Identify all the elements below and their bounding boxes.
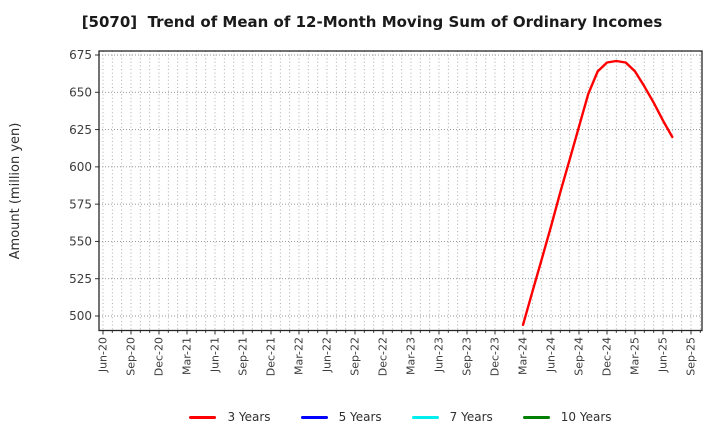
x-tick-label: Mar-24 [517,337,530,375]
x-tick-label: Dec-24 [601,337,614,376]
x-tick-label: Jun-21 [209,337,222,373]
x-tick-label: Dec-21 [265,337,278,376]
x-tick-label: Mar-23 [405,337,418,375]
y-tick-label: 625 [69,123,92,137]
legend-line-swatch-5-years [300,415,328,419]
x-tick-label: Sep-24 [573,337,586,376]
y-tick-label: 550 [69,235,92,249]
legend-item-7-years: 7 Years [411,410,493,424]
x-tick-label: Mar-22 [293,337,306,375]
legend-item-3-years: 3 Years [189,410,271,424]
x-tick-label: Mar-21 [181,337,194,375]
x-tick-label: Jun-24 [545,337,558,373]
x-tick-label: Dec-20 [153,337,166,376]
y-tick-label: 675 [69,48,92,62]
x-tick-label: Jun-25 [657,337,670,373]
x-tick-label: Sep-20 [125,337,138,376]
x-tick-label: Sep-22 [349,337,362,376]
chart-legend: 3 Years 5 Years 7 Years 10 Years [99,407,702,427]
y-tick-label: 525 [69,272,92,286]
legend-label-10-years: 10 Years [560,410,612,424]
x-tick-label: Sep-21 [237,337,250,376]
x-tick-label: Sep-23 [461,337,474,376]
legend-line-swatch-7-years [411,415,439,419]
x-tick-label: Jun-23 [433,337,446,373]
x-tick-label: Sep-25 [685,337,698,376]
x-tick-label: Dec-22 [377,337,390,376]
legend-item-5-years: 5 Years [300,410,382,424]
axis-labels: 500 525 550 575 600 625 650 675 Jun-20 Sep-20 Dec-… [8,48,698,376]
legend-label-7-years: 7 Years [449,410,493,424]
series-lines [521,59,674,327]
line-chart: 500 525 550 575 600 625 650 675 Jun-20 Sep-20 Dec-… [8,48,703,376]
legend-label-5-years: 5 Years [338,410,382,424]
legend-label-3-years: 3 Years [227,410,271,424]
y-tick-label: 500 [69,309,92,323]
x-tick-label: Jun-22 [321,337,334,373]
y-tick-label: 575 [69,197,92,211]
y-axis-title: Amount (million yen) [8,123,23,260]
chart-title: [5070] Trend of Mean of 12-Month Moving … [81,13,663,31]
legend-item-10-years: 10 Years [522,410,612,424]
plot-border [98,50,703,332]
y-tick-label: 600 [69,160,92,174]
x-tick-label: Dec-23 [489,337,502,376]
legend-line-swatch-10-years [522,415,550,419]
x-tick-label: Mar-25 [629,337,642,375]
y-tick-label: 650 [69,85,92,99]
grid-lines [99,51,702,331]
axis-ticks [95,54,701,335]
legend-line-swatch-3-years [189,415,217,419]
x-tick-label: Jun-20 [97,337,110,373]
plot-frame [98,50,703,332]
series-line-3-years [521,59,674,327]
